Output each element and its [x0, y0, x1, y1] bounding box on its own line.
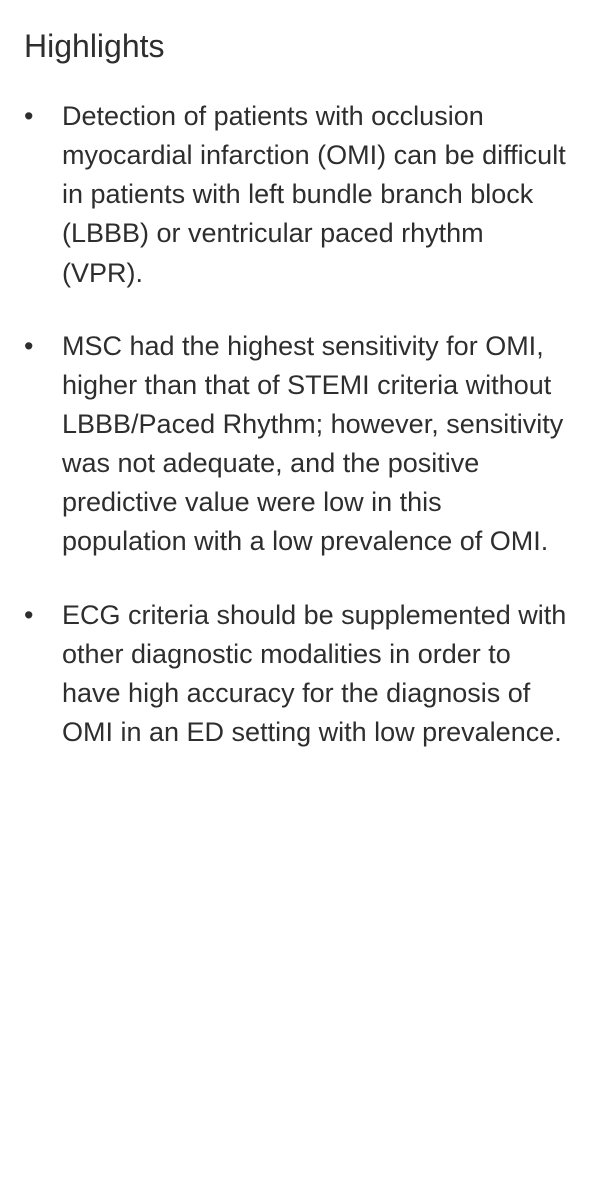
highlights-list: • Detection of patients with occlusion m… — [24, 97, 570, 752]
bullet-text: Detection of patients with occlusion myo… — [62, 97, 570, 293]
bullet-icon: • — [24, 327, 62, 366]
highlights-heading: Highlights — [24, 28, 570, 65]
list-item: • MSC had the highest sensitivity for OM… — [24, 327, 570, 562]
bullet-icon: • — [24, 596, 62, 635]
bullet-text: ECG criteria should be supplemented with… — [62, 596, 570, 753]
list-item: • ECG criteria should be supplemented wi… — [24, 596, 570, 753]
bullet-text: MSC had the highest sensitivity for OMI,… — [62, 327, 570, 562]
list-item: • Detection of patients with occlusion m… — [24, 97, 570, 293]
bullet-icon: • — [24, 97, 62, 136]
